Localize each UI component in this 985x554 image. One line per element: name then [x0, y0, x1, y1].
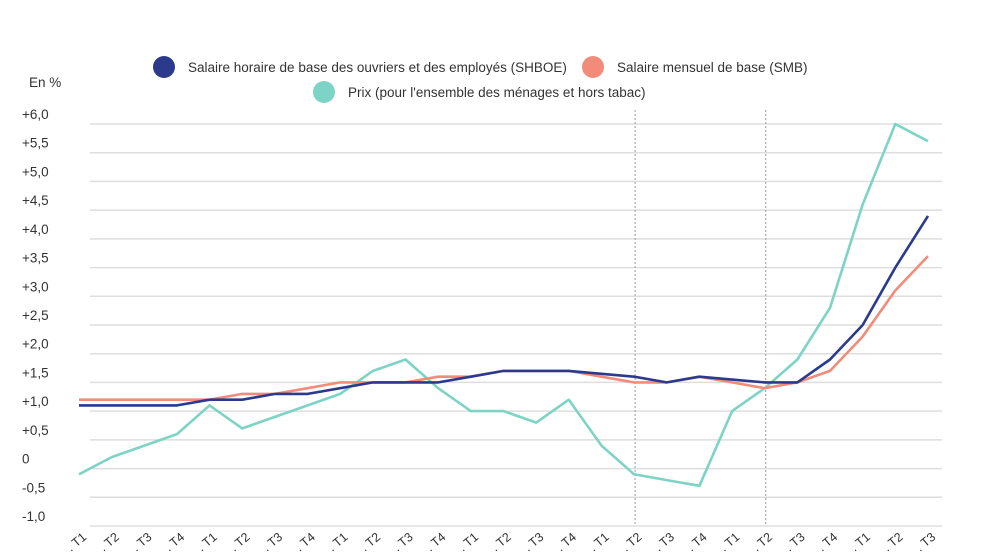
y-tick-label: +1,5 — [22, 365, 49, 380]
x-tick-label: . T3 — [913, 530, 938, 554]
series-line[interactable] — [78, 122, 929, 488]
x-tick-label: . T2 — [97, 530, 122, 554]
y-axis-ticks: +6,0 +5,5 +5,0 +4,5 +4,0 +3,5 +3,0 +2,5 +2,0 +1,5… — [22, 107, 49, 524]
y-tick-label: +2,0 — [22, 337, 49, 352]
legend-label-prix: Prix (pour l'ensemble des ménages et hor… — [348, 84, 646, 100]
x-tick-label: . T2 — [619, 530, 644, 554]
y-tick-label: +2,5 — [22, 308, 49, 323]
series-line[interactable] — [79, 255, 929, 402]
y-tick-label: +3,0 — [22, 279, 49, 294]
x-tick-label: . T3 — [260, 530, 285, 554]
x-tick-label: . T4 — [423, 530, 448, 554]
legend-dot-prix-icon — [313, 81, 335, 103]
x-tick-label: . T3 — [652, 530, 677, 554]
legend-label-smb: Salaire mensuel de base (SMB) — [616, 59, 808, 75]
x-tick-label: . T1 — [325, 530, 350, 554]
x-tick-label: . T4 — [293, 530, 318, 554]
x-tick-label: . T1 — [64, 530, 89, 554]
y-tick-label: +1,0 — [22, 394, 49, 409]
legend-dot-shboe-icon — [153, 56, 175, 78]
legend-dot-smb-icon — [581, 56, 604, 78]
x-tick-label: . T4 — [815, 530, 840, 554]
x-tick-label: . T3 — [782, 530, 807, 554]
x-tick-label: . T1 — [456, 530, 481, 554]
legend-row-2: Prix (pour l'ensemble des ménages et hor… — [313, 81, 645, 103]
x-tick-label: . T2 — [227, 530, 252, 554]
y-tick-label: +5,5 — [22, 136, 49, 151]
y-tick-label: 0 — [22, 452, 30, 467]
x-tick-label: . T2 — [358, 530, 383, 554]
legend-item-smb[interactable]: Salaire mensuel de base (SMB) — [581, 56, 808, 78]
x-axis-ticks: . T1 . T2 . T3 . T4 . T1 . T2 . T3 . T4 . T1 . T2… — [64, 530, 938, 554]
x-tick-label: . T4 — [684, 530, 709, 554]
y-tick-label: +3,5 — [22, 251, 49, 266]
x-tick-label: . T1 — [586, 530, 611, 554]
y-tick-label: +4,5 — [22, 193, 49, 208]
y-tick-label: -0,5 — [22, 480, 45, 495]
legend-item-prix[interactable]: Prix (pour l'ensemble des ménages et hor… — [313, 81, 645, 103]
series-line[interactable] — [79, 215, 930, 407]
legend-label-shboe: Salaire horaire de base des ouvriers et … — [188, 59, 567, 75]
y-tick-label: +5,0 — [22, 164, 49, 179]
y-tick-label: +4,0 — [22, 222, 49, 237]
x-tick-label: . T2 — [488, 530, 513, 554]
series-lines — [78, 122, 930, 488]
x-tick-label: . T3 — [129, 530, 154, 554]
gridlines — [90, 123, 942, 527]
y-tick-label: +6,0 — [22, 107, 49, 122]
legend-row-1: Salaire horaire de base des ouvriers et … — [153, 56, 808, 78]
vertical-markers — [634, 110, 767, 526]
x-tick-label: . T3 — [390, 530, 415, 554]
x-tick-label: . T4 — [554, 530, 579, 554]
legend-item-shboe[interactable]: Salaire horaire de base des ouvriers et … — [153, 56, 567, 78]
y-tick-label: -1,0 — [22, 509, 45, 524]
x-tick-label: . T2 — [880, 530, 905, 554]
x-tick-label: . T3 — [521, 530, 546, 554]
x-tick-label: . T2 — [750, 530, 775, 554]
y-axis-unit-label: En % — [29, 75, 62, 90]
x-tick-label: . T1 — [195, 530, 220, 554]
x-tick-label: . T4 — [162, 530, 187, 554]
x-tick-label: . T1 — [717, 530, 742, 554]
x-tick-label: . T1 — [848, 530, 873, 554]
y-tick-label: +0,5 — [22, 423, 49, 438]
